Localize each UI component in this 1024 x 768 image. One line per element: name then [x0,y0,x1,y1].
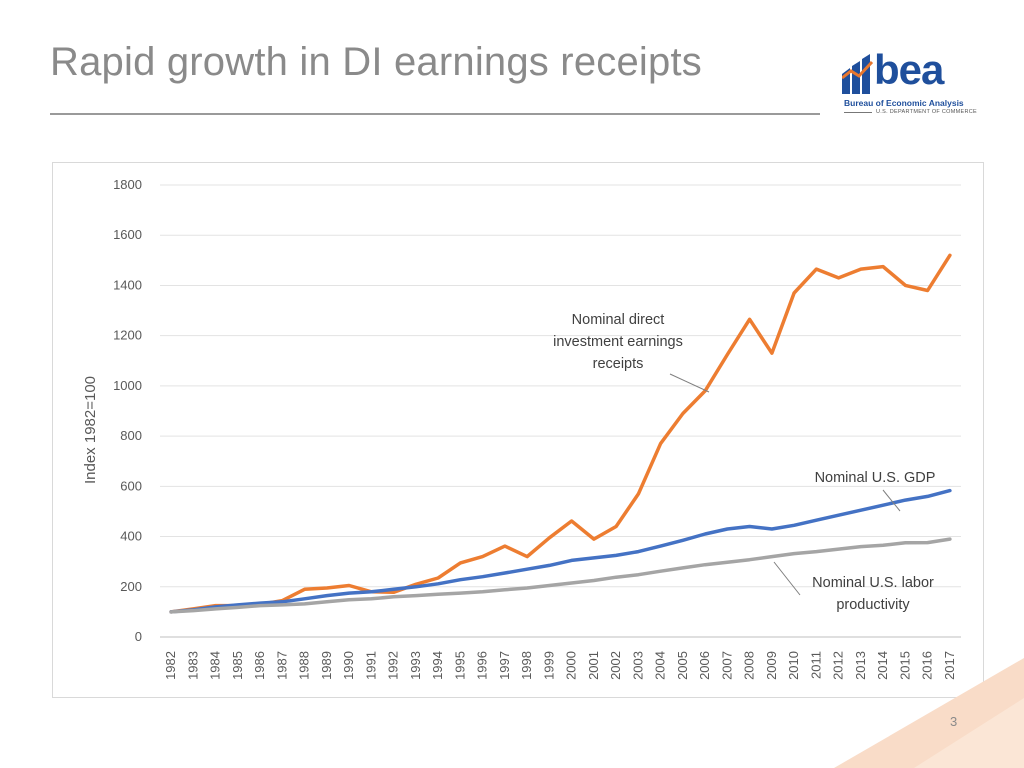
y-tick-label: 1000 [113,378,142,393]
x-tick-label: 2006 [697,651,712,680]
x-tick-label: 2005 [675,651,690,680]
series-annotations: Nominal direct investment earnings receipt… [553,312,935,613]
annotation-text: investment earnings [553,334,683,350]
y-tick-label: 1400 [113,277,142,292]
bea-logo-mark-icon [842,54,874,94]
x-tick-label: 2000 [564,651,579,680]
x-tick-label: 1990 [341,651,356,680]
x-tick-label: 2012 [831,651,846,680]
x-tick-label: 2002 [608,651,623,680]
y-axis-label: Index 1982=100 [82,376,99,484]
title-divider [50,113,820,115]
y-tick-label: 1600 [113,227,142,242]
x-tick-label: 2003 [630,651,645,680]
bea-logo-department: U.S. DEPARTMENT OF COMMERCE [876,109,977,115]
annotation-text: Nominal U.S. GDP [815,470,936,486]
x-tick-label: 2010 [786,651,801,680]
x-tick-label: 2011 [808,651,823,679]
x-tick-label: 1994 [430,651,445,680]
x-tick-label: 1982 [163,651,178,680]
series-annotation: Nominal U.S. GDP [815,470,936,512]
x-tick-label: 1991 [363,651,378,680]
page-number: 3 [950,714,958,729]
corner-decoration [834,658,1024,768]
x-tick-label: 2013 [853,651,868,680]
series-line [169,253,952,614]
annotation-text: Nominal U.S. labor [812,575,934,591]
x-tick-label: 2014 [875,651,890,680]
annotation-leader [669,373,710,393]
y-tick-label: 1800 [113,177,142,192]
x-tick-label: 2009 [764,651,779,680]
y-tick-label: 800 [120,428,142,443]
bea-logo-word: bea [874,46,944,93]
annotation-text: Nominal direct [572,312,665,328]
x-tick-label: 1997 [497,651,512,680]
slide-title: Rapid growth in DI earnings receipts [50,40,702,84]
x-tick-label: 2007 [719,651,734,680]
series-line [169,537,952,614]
x-tick-label: 2016 [920,651,935,680]
y-axis-ticks: 0 200 400 600 800 1000 1200 1400 1600 1800 [113,177,142,644]
x-tick-label: 1988 [297,651,312,680]
x-tick-label: 1986 [252,651,267,680]
series-line [169,488,952,614]
series-annotation: Nominal direct investment earnings receipt… [553,312,710,393]
x-tick-label: 1999 [541,651,556,680]
chart-panel: 0 200 400 600 800 1000 1200 1400 1600 1800 1982 19… [52,162,984,698]
x-tick-label: 1993 [408,651,423,680]
x-tick-label: 1985 [230,651,245,680]
annotation-text: productivity [836,597,910,613]
annotation-leader [882,489,901,512]
chart-grid [160,184,961,638]
bea-logo-name: Bureau of Economic Analysis [844,98,964,108]
annotation-leader [773,561,801,596]
y-tick-label: 200 [120,579,142,594]
x-tick-label: 1983 [185,651,200,680]
x-tick-label: 2008 [742,651,757,680]
x-tick-label: 2017 [942,651,957,680]
bea-logo-rule [844,112,872,113]
y-tick-label: 600 [120,478,142,493]
x-tick-label: 1989 [319,651,334,680]
x-axis-ticks: 1982 1983 1984 1985 1986 1987 1988 1989 1990 1991… [163,651,957,680]
x-tick-label: 2004 [653,651,668,680]
y-tick-label: 1200 [113,328,142,343]
x-tick-label: 1995 [452,651,467,680]
x-tick-label: 1984 [208,651,223,680]
y-tick-label: 0 [135,629,142,644]
x-tick-label: 1987 [274,651,289,680]
x-tick-label: 1992 [386,651,401,680]
x-tick-label: 2015 [897,651,912,680]
series-lines [169,253,952,614]
series-annotation: Nominal U.S. labor productivity [773,561,934,613]
x-tick-label: 1996 [475,651,490,680]
x-tick-label: 1998 [519,651,534,680]
bea-logo: bea Bureau of Economic Analysis U.S. DEP… [838,46,978,118]
x-tick-label: 2001 [586,651,601,680]
annotation-text: receipts [593,356,644,372]
y-tick-label: 400 [120,529,142,544]
